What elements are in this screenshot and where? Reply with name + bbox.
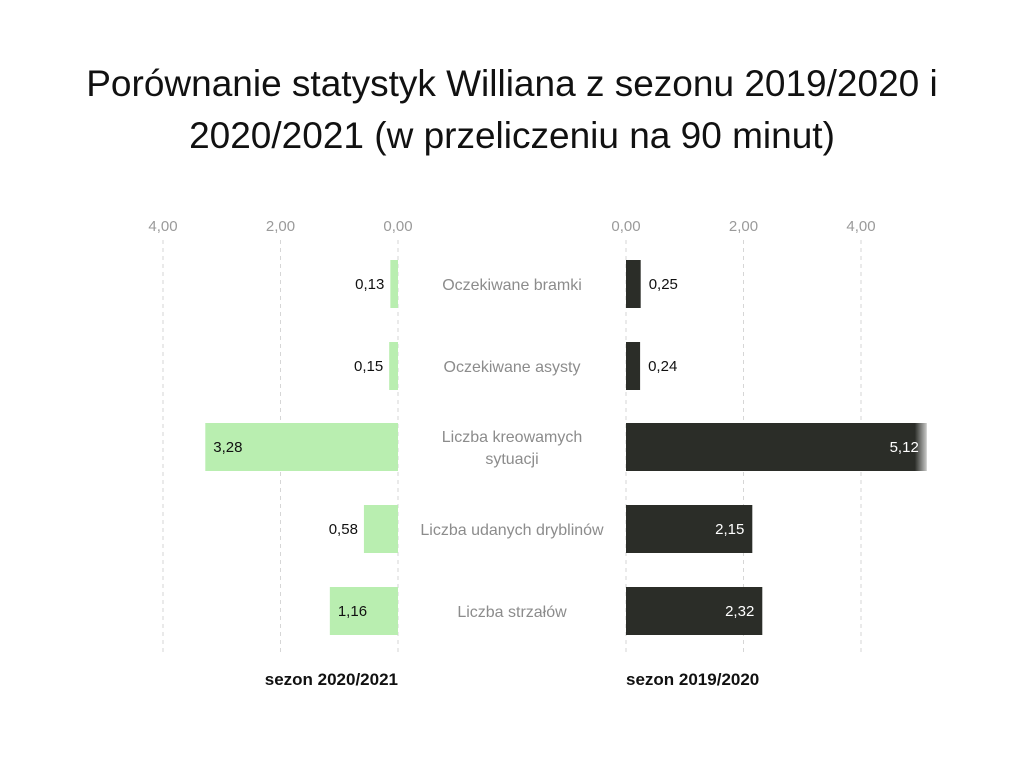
bar-right xyxy=(626,342,641,390)
data-label-left: 1,16 xyxy=(338,603,367,620)
category-label: sytuacji xyxy=(485,451,538,468)
category-label: Liczba udanych dryblinów xyxy=(420,522,604,539)
category-label: Oczekiwane bramki xyxy=(442,277,582,294)
bar-right xyxy=(626,587,763,635)
bar-left xyxy=(363,505,398,553)
category-label: Liczba kreowamych xyxy=(442,429,583,446)
category-label: Oczekiwane asysty xyxy=(444,359,581,376)
data-label-right: 5,12 xyxy=(890,439,919,456)
data-label-right: 0,25 xyxy=(649,276,678,293)
bar-left xyxy=(390,260,398,308)
legend-right: sezon 2019/2020 xyxy=(626,670,759,689)
data-label-left: 0,58 xyxy=(329,521,358,538)
tick-label-left: 2,00 xyxy=(266,218,295,235)
data-label-left: 3,28 xyxy=(213,439,242,456)
tick-label-right: 2,00 xyxy=(729,218,758,235)
data-label-left: 0,15 xyxy=(354,358,383,375)
tick-label-right: 0,00 xyxy=(611,218,640,235)
data-label-right: 2,32 xyxy=(725,603,754,620)
category-label: Liczba strzałów xyxy=(457,604,567,621)
tick-label-left: 0,00 xyxy=(383,218,412,235)
bar-right xyxy=(626,423,927,471)
bar-right xyxy=(626,505,753,553)
legend-left: sezon 2020/2021 xyxy=(265,670,398,689)
bar-left xyxy=(329,587,398,635)
chart-title: Porównanie statystyk Williana z sezonu 2… xyxy=(86,63,938,156)
bar-left xyxy=(389,342,398,390)
data-label-right: 0,24 xyxy=(648,358,677,375)
tick-label-right: 4,00 xyxy=(846,218,875,235)
tick-label-left: 4,00 xyxy=(148,218,177,235)
data-label-right: 2,15 xyxy=(715,521,744,538)
data-label-left: 0,13 xyxy=(355,276,384,293)
bar-right xyxy=(626,260,641,308)
bar-left xyxy=(205,423,398,471)
